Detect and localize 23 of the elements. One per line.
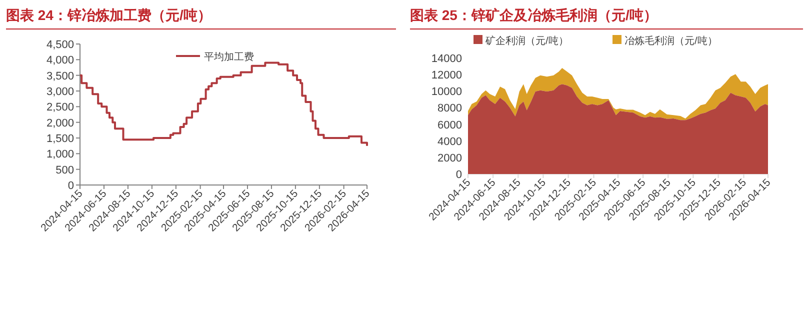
- y-tick-label: 1,500: [46, 133, 74, 145]
- chart-title: 图表 25：锌矿企及冶炼毛利润（元/吨）: [410, 7, 658, 23]
- legend-label: 矿企利润（元/吨）: [484, 35, 568, 47]
- y-tick-label: 2,500: [46, 102, 74, 114]
- y-tick-label: 3,000: [46, 86, 74, 98]
- y-tick-label: 1,000: [46, 148, 74, 161]
- y-tick-label: 4,500: [46, 39, 74, 51]
- y-tick-label: 3,500: [46, 70, 74, 82]
- y-tick-label: 14000: [431, 53, 462, 65]
- y-tick-label: 10000: [431, 86, 462, 98]
- chart-title: 图表 24：锌冶炼加工费（元/吨）: [6, 7, 212, 23]
- y-tick-label: 4,000: [46, 54, 74, 67]
- legend-label: 冶炼毛利润（元/吨）: [624, 35, 718, 47]
- y-tick-label: 500: [56, 164, 74, 176]
- y-tick-label: 8000: [438, 102, 462, 115]
- y-tick-label: 2,000: [46, 117, 74, 130]
- y-tick-label: 4000: [438, 136, 462, 148]
- y-tick-label: 0: [456, 169, 462, 181]
- y-tick-label: 6000: [438, 119, 462, 132]
- y-tick-label: 0: [68, 180, 74, 192]
- y-tick-label: 12000: [431, 70, 462, 82]
- y-tick-label: 2000: [438, 152, 462, 164]
- legend-label: 平均加工费: [204, 51, 254, 63]
